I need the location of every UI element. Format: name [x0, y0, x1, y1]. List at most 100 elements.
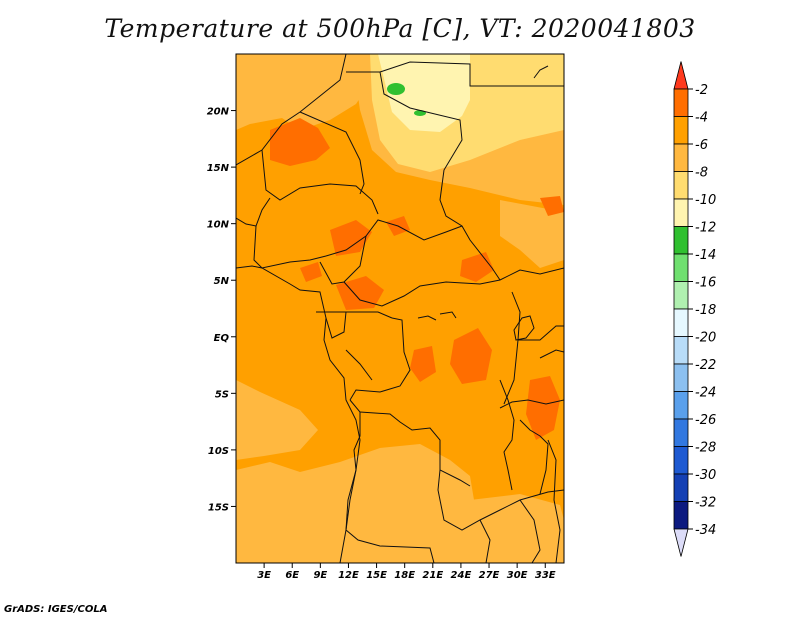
colorbar-swatch — [673, 253, 689, 282]
coastline — [236, 265, 361, 563]
field-warm-patch — [540, 196, 564, 216]
lon-tick-label: 33E — [535, 570, 556, 581]
lat-tick-label: 5S — [215, 389, 229, 400]
colorbar-label: -6 — [695, 138, 708, 153]
colorbar-swatch — [673, 88, 689, 117]
lake-outline — [519, 419, 549, 495]
colorbar-label: -12 — [695, 221, 716, 236]
field-region-e — [500, 200, 564, 268]
colorbar-label: -4 — [695, 111, 708, 126]
country-borders — [236, 54, 564, 563]
border-line — [253, 225, 327, 269]
lat-tick-label: 15N — [207, 163, 230, 174]
lon-tick-label: 3E — [257, 570, 271, 581]
colorbar-label: -26 — [695, 413, 716, 428]
colorbar-swatch — [673, 473, 689, 502]
colorbar-swatch — [673, 171, 689, 200]
border-line — [518, 325, 564, 341]
colorbar-swatch — [673, 308, 689, 337]
lon-tick-label: 30E — [507, 570, 528, 581]
longitude-axis: 3E 6E 9E 12E 15E 18E 21E 24E 27E 30E 33E — [257, 563, 556, 581]
border-line — [547, 439, 561, 563]
colorbar-swatch — [673, 281, 689, 310]
border-line — [359, 411, 471, 487]
grads-credit: GrADS: IGES/COLA — [4, 604, 108, 615]
lat-tick-label: EQ — [214, 333, 230, 344]
map-frame — [235, 53, 565, 564]
colorbar-swatch — [673, 226, 689, 255]
colorbar-label: -8 — [695, 166, 708, 181]
border-line — [345, 349, 373, 381]
colorbar-swatch — [673, 418, 689, 447]
colorbar-swatch — [673, 336, 689, 365]
field-warm-patch — [410, 346, 436, 382]
field-warm-patch — [526, 376, 560, 440]
colorbar-label: -28 — [695, 441, 716, 456]
field-cold-spot — [387, 83, 405, 95]
lake-outline — [513, 315, 535, 341]
field-region-se — [470, 494, 564, 563]
colorbar-swatch — [673, 198, 689, 227]
colorbar-label: -20 — [695, 331, 716, 346]
lon-tick-label: 15E — [366, 570, 387, 581]
border-line — [343, 267, 564, 307]
colorbar-label: -2 — [695, 83, 708, 98]
lat-tick-label: 5N — [214, 276, 230, 287]
border-line — [316, 311, 393, 319]
colorbar-label: -18 — [695, 303, 716, 318]
lon-tick-label: 18E — [394, 570, 415, 581]
lon-tick-label: 27E — [479, 570, 500, 581]
border-line — [479, 519, 491, 563]
colorbar-label: -24 — [695, 386, 716, 401]
lake-outline — [499, 379, 515, 491]
border-line — [539, 349, 564, 359]
lat-tick-label: 10N — [207, 220, 230, 231]
field-region-n3 — [378, 54, 470, 132]
colorbar-swatch — [673, 116, 689, 145]
border-line — [379, 71, 501, 281]
field-warm-patch — [270, 118, 330, 166]
colorbar-swatch — [673, 501, 689, 530]
colorbar: -2 -4 -6 -8 -10 -12 -14 -16 -18 -20 -22 -24 -26 -28 -3… — [673, 61, 716, 557]
colorbar-swatch — [673, 363, 689, 392]
colorbar-label: -34 — [695, 523, 716, 538]
border-line — [325, 219, 463, 257]
field-warm-patch — [336, 276, 384, 310]
lon-tick-label: 12E — [338, 570, 359, 581]
colorbar-label: -10 — [695, 193, 716, 208]
lake-outline — [439, 311, 457, 319]
border-line — [519, 499, 541, 563]
colorbar-swatch — [673, 61, 689, 90]
field-warm-patch — [300, 262, 322, 282]
border-line — [533, 65, 549, 79]
colorbar-label: -16 — [695, 276, 716, 291]
border-line — [345, 399, 435, 563]
lon-tick-label: 21E — [422, 570, 443, 581]
lat-tick-label: 10S — [208, 446, 229, 457]
border-line — [325, 311, 347, 339]
map-title: Temperature at 500hPa [C], VT: 202004180… — [104, 14, 696, 43]
colorbar-swatch — [673, 446, 689, 475]
colorbar-swatch — [673, 143, 689, 172]
border-line — [236, 54, 347, 166]
border-line — [261, 149, 379, 215]
field-region-s — [236, 444, 480, 563]
field-region-nw — [236, 54, 372, 130]
colorbar-swatch — [673, 528, 689, 557]
field-region-sw — [236, 380, 318, 460]
border-line — [349, 317, 411, 401]
field-warm-patch — [330, 220, 372, 256]
border-line — [346, 61, 564, 87]
colorbar-swatch — [673, 391, 689, 420]
lon-tick-label: 6E — [285, 570, 299, 581]
colorbar-label: -14 — [695, 248, 716, 263]
colorbar-label: -22 — [695, 358, 716, 373]
border-line — [499, 399, 564, 409]
latitude-axis: 20N 15N 10N 5N EQ 5S 10S 15S — [207, 107, 236, 513]
lat-tick-label: 20N — [207, 107, 230, 118]
lon-tick-label: 24E — [451, 570, 472, 581]
colorbar-label: -30 — [695, 468, 716, 483]
field-warm-patch — [450, 328, 492, 384]
lat-tick-label: 15S — [208, 502, 229, 513]
